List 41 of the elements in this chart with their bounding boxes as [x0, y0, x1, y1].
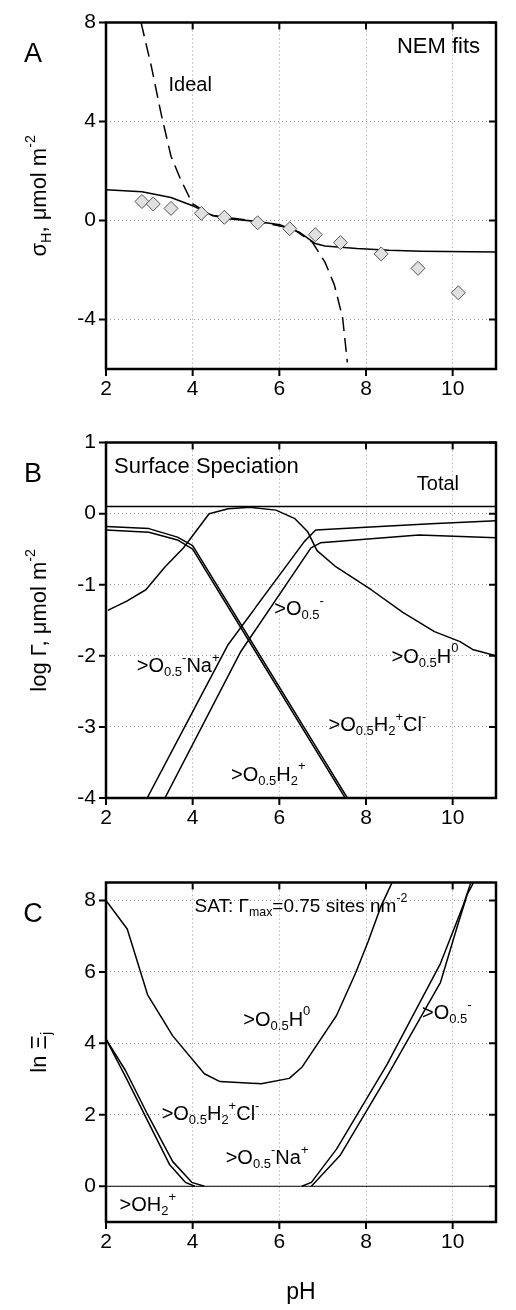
text: B [24, 458, 43, 489]
y-tick-label: 6 [84, 958, 96, 982]
y-tick-label: 4 [84, 1030, 97, 1054]
y-tick-label: 0 [84, 207, 96, 231]
series-label: Total [416, 472, 460, 495]
x-tick-label: 10 [440, 805, 465, 829]
y-tick-label: 8 [84, 9, 96, 33]
x-tick-label: 6 [273, 1229, 286, 1253]
annotation: NEM fits [396, 32, 481, 58]
y-tick-label: -4 [77, 784, 97, 808]
x-tick-label: 4 [186, 376, 199, 400]
x-tick-label: 6 [273, 805, 286, 829]
y-tick-label: 0 [84, 500, 96, 524]
y-axis-title: log Γ, μmol m-2 [21, 548, 52, 692]
annotation: Surface Speciation [114, 452, 299, 478]
y-tick-label: -3 [77, 713, 96, 737]
x-tick-label: 2 [100, 805, 112, 829]
text: A [24, 38, 43, 69]
y-tick-label: 4 [84, 108, 97, 132]
y-axis-title: ln Ξj [26, 1031, 54, 1073]
x-tick-label: 10 [440, 376, 465, 400]
y-tick-label: -4 [77, 306, 97, 330]
x-tick-label: 4 [186, 805, 199, 829]
y-tick-label: 0 [84, 1173, 96, 1197]
y-tick-label: 1 [84, 429, 96, 453]
x-tick-label: 6 [273, 376, 286, 400]
y-tick-label: 8 [84, 887, 96, 911]
y-tick-label: 2 [84, 1101, 96, 1125]
x-tick-label: 8 [360, 376, 372, 400]
series-label: Ideal [168, 72, 212, 95]
x-tick-label: 4 [186, 1229, 199, 1253]
y-tick-label: -2 [77, 642, 96, 666]
x-tick-label: 2 [100, 1229, 112, 1253]
x-tick-label: 8 [360, 1229, 372, 1253]
x-tick-label: 10 [440, 1229, 465, 1253]
y-tick-label: -1 [77, 571, 96, 595]
y-axis-title: σH, μmol m-2 [21, 135, 54, 257]
text: C [23, 898, 43, 929]
x-tick-label: 2 [100, 376, 112, 400]
x-axis-title: pH [286, 1277, 316, 1304]
x-tick-label: 8 [360, 805, 372, 829]
